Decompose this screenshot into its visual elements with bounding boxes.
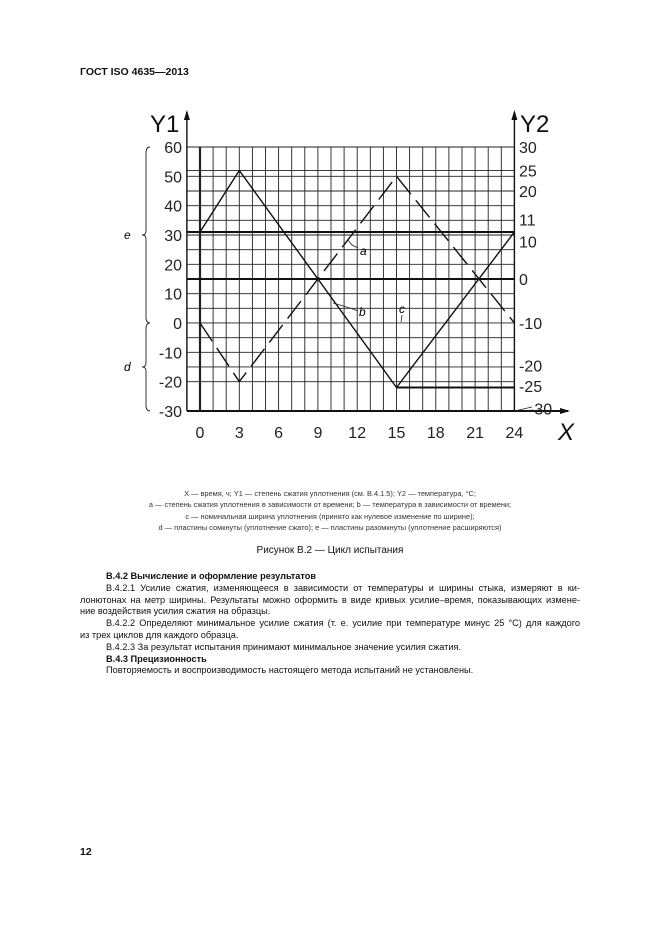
y1-axis-arrow bbox=[183, 110, 190, 120]
y1-tick-label: 0 bbox=[173, 316, 182, 333]
leader-line bbox=[514, 406, 533, 412]
document-header: ГОСТ ISO 4635—2013 bbox=[80, 66, 189, 78]
brace bbox=[141, 322, 151, 412]
legend-line: X — время, ч; Y1 — степень сжатия уплотн… bbox=[184, 489, 476, 498]
x-tick-label: 6 bbox=[274, 425, 283, 442]
paragraph-line: из трех циклов для каждого образца. bbox=[80, 629, 239, 640]
paragraph-line: Повторяемость и воспроизводимость настоя… bbox=[106, 665, 474, 676]
y2-axis-arrow bbox=[511, 110, 518, 120]
x-tick-label: 3 bbox=[235, 425, 244, 442]
y1-tick-label: 50 bbox=[164, 169, 182, 186]
figure-legend: X — время, ч; Y1 — степень сжатия уплотн… bbox=[80, 488, 580, 533]
y2-axis-title: Y2 bbox=[520, 111, 549, 138]
y1-tick-label: 20 bbox=[164, 257, 182, 274]
y1-tick-label: 60 bbox=[164, 140, 182, 157]
y1-tick-label: 40 bbox=[164, 199, 182, 216]
paragraph-line: В.4.2.2 Определяют минимальное усилие сж… bbox=[106, 618, 580, 629]
y1-tick-label: 10 bbox=[164, 287, 182, 304]
leader-line bbox=[400, 314, 403, 323]
figure-title: Рисунок В.2 — Цикл испытания bbox=[256, 545, 404, 556]
brace-label: d bbox=[124, 360, 131, 374]
paragraph-line: лонютонах на метр ширины. Результаты мож… bbox=[80, 594, 580, 605]
brace-label: e bbox=[124, 228, 131, 242]
paragraph-line: В.4.2.1 Усилие сжатия, изменяющееся в за… bbox=[106, 582, 580, 593]
y2-tick-label: 20 bbox=[519, 184, 537, 201]
x-tick-label: 9 bbox=[313, 425, 322, 442]
legend-line: d — пластины сомкнуты (уплотнение сжато)… bbox=[158, 522, 502, 532]
leader-line bbox=[347, 239, 359, 249]
y2-tick-label: -30 bbox=[529, 402, 552, 419]
x-tick-label: 18 bbox=[427, 425, 445, 442]
y2-tick-label: -10 bbox=[519, 316, 542, 333]
x-axis-title: X bbox=[557, 419, 575, 446]
annotation-label: a bbox=[360, 244, 367, 258]
legend-line: c — номинальная ширина уплотнения (приня… bbox=[185, 511, 475, 521]
legend-line: a — степень сжатия уплотнения в зависимо… bbox=[148, 500, 512, 510]
brace bbox=[141, 146, 151, 324]
y1-axis-title: Y1 bbox=[150, 111, 179, 138]
test-cycle-chart: 60 50 40 30 20 10 0 -10 -20 -30 0 3 6 9 12 15 18 21 24 30 25… bbox=[124, 110, 575, 446]
y1-tick-label: -20 bbox=[159, 375, 182, 392]
y2-tick-label: -20 bbox=[519, 359, 542, 376]
y2-tick-label: 25 bbox=[519, 163, 537, 180]
y2-tick-label: 11 bbox=[519, 213, 536, 230]
series-line-b bbox=[199, 169, 515, 389]
y2-tick-label: 0 bbox=[519, 272, 528, 289]
annotation-label: c bbox=[399, 302, 405, 316]
y2-tick-label: 10 bbox=[519, 234, 537, 251]
y1-tick-label: 30 bbox=[164, 228, 182, 245]
page-number: 12 bbox=[80, 846, 92, 858]
y1-tick-label: -30 bbox=[159, 404, 182, 421]
x-tick-label: 21 bbox=[466, 425, 484, 442]
x-tick-label: 0 bbox=[196, 425, 205, 442]
x-tick-label: 12 bbox=[348, 425, 366, 442]
annotation-label: b bbox=[359, 305, 366, 319]
leader-line bbox=[332, 302, 359, 312]
body-text: В.4.2 Вычисление и оформление результато… bbox=[80, 571, 580, 677]
y1-tick-label: -10 bbox=[159, 345, 182, 362]
section-heading: В.4.2 Вычисление и оформление результато… bbox=[106, 571, 317, 581]
section-heading: В.4.3 Прецизионность bbox=[106, 653, 207, 664]
paragraph-line: В.4.2.3 За результат испытания принимают… bbox=[106, 641, 462, 652]
paragraph-line: ние воздействия усилия сжатия на образцы… bbox=[80, 606, 271, 617]
x-tick-label: 24 bbox=[506, 425, 524, 442]
y2-tick-label: -25 bbox=[519, 379, 542, 396]
x-axis-arrow bbox=[560, 407, 570, 414]
y2-tick-label: 30 bbox=[519, 140, 537, 157]
x-tick-label: 15 bbox=[388, 425, 406, 442]
